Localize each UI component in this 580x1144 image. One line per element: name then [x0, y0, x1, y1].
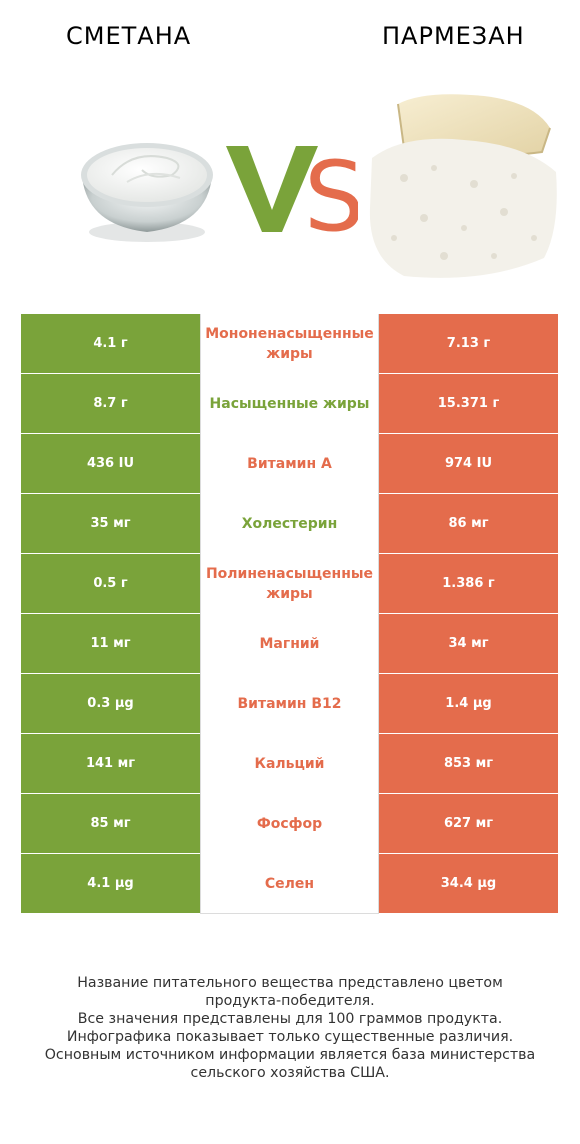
row-divider [21, 493, 558, 494]
table-border [378, 314, 379, 914]
nutrient-name: Магний [200, 614, 379, 673]
footnote-line: Инфографика показывает только существенн… [66, 1029, 514, 1045]
left-value: 35 мг [21, 494, 200, 553]
sour-cream-bowl-image [81, 143, 213, 242]
row-divider [21, 853, 558, 854]
right-value: 34.4 µg [379, 854, 558, 913]
vs-label: S [226, 141, 358, 238]
table-row: 8.7 г Насыщенные жиры 15.371 г [21, 374, 558, 434]
table-row: 0.5 г Полиненасыщенные жиры 1.386 г [21, 554, 558, 614]
nutrient-name: Селен [200, 854, 379, 913]
nutrient-name: Насыщенные жиры [200, 374, 379, 433]
footnote-line: Название питательного вещества представл… [77, 975, 503, 991]
nutrient-name: Мононенасыщенные жиры [200, 314, 379, 373]
vs-s-letter: S [304, 141, 358, 238]
right-value: 627 мг [379, 794, 558, 853]
footnote-line: Все значения представлены для 100 граммо… [77, 1011, 503, 1027]
right-value: 34 мг [379, 614, 558, 673]
left-product-title: СМЕТАНА [66, 22, 192, 50]
footnote-line: продукта-победителя. [205, 993, 375, 1009]
table-row: 85 мг Фосфор 627 мг [21, 794, 558, 854]
footnote-line: сельского хозяйства США. [190, 1065, 390, 1081]
left-value: 141 мг [21, 734, 200, 793]
table-row: 436 IU Витамин A 974 IU [21, 434, 558, 494]
nutrient-name: Полиненасыщенные жиры [200, 554, 379, 613]
left-value: 11 мг [21, 614, 200, 673]
nutrient-name: Кальций [200, 734, 379, 793]
vs-v-letter [226, 146, 318, 232]
row-divider [21, 553, 558, 554]
right-value: 15.371 г [379, 374, 558, 433]
nutrient-name: Витамин B12 [200, 674, 379, 733]
right-value: 853 мг [379, 734, 558, 793]
nutrient-name: Холестерин [200, 494, 379, 553]
row-divider [21, 613, 558, 614]
left-value: 4.1 µg [21, 854, 200, 913]
right-value: 7.13 г [379, 314, 558, 373]
parmesan-image [369, 94, 557, 278]
table-row: 4.1 г Мононенасыщенные жиры 7.13 г [21, 314, 558, 374]
footnote-line: Основным источником информации является … [44, 1047, 536, 1063]
left-value: 0.3 µg [21, 674, 200, 733]
right-product-title: ПАРМЕЗАН [382, 22, 525, 50]
table-row: 0.3 µg Витамин B12 1.4 µg [21, 674, 558, 734]
left-value: 436 IU [21, 434, 200, 493]
row-divider [21, 733, 558, 734]
table-row: 11 мг Магний 34 мг [21, 614, 558, 674]
left-value: 4.1 г [21, 314, 200, 373]
right-value: 974 IU [379, 434, 558, 493]
row-divider [21, 673, 558, 674]
table-border [200, 314, 201, 914]
table-row: 4.1 µg Селен 34.4 µg [21, 854, 558, 913]
comparison-table: 4.1 г Мононенасыщенные жиры 7.13 г 8.7 г Нас… [21, 314, 558, 914]
table-row: 141 мг Кальций 853 мг [21, 734, 558, 794]
table-row: 35 мг Холестерин 86 мг [21, 494, 558, 554]
nutrient-name: Фосфор [200, 794, 379, 853]
row-divider [21, 433, 558, 434]
right-value: 1.4 µg [379, 674, 558, 733]
row-divider [21, 373, 558, 374]
right-value: 1.386 г [379, 554, 558, 613]
footnote: Название питательного вещества представл… [20, 974, 560, 1082]
left-value: 8.7 г [21, 374, 200, 433]
left-value: 85 мг [21, 794, 200, 853]
left-value: 0.5 г [21, 554, 200, 613]
right-value: 86 мг [379, 494, 558, 553]
row-divider [21, 793, 558, 794]
nutrient-name: Витамин A [200, 434, 379, 493]
table-border [200, 913, 379, 914]
